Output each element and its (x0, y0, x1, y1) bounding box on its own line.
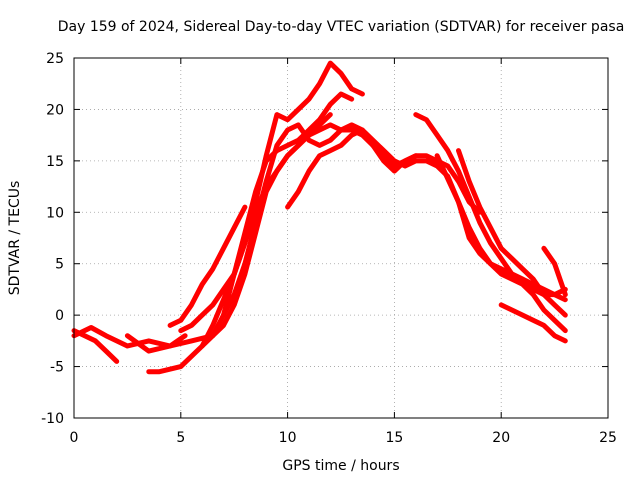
y-tick-label: 10 (46, 205, 64, 221)
series-line-track-11 (456, 148, 568, 318)
x-axis-label: GPS time / hours (282, 458, 399, 474)
chart-title: Day 159 of 2024, Sidereal Day-to-day VTE… (58, 19, 625, 35)
series-line-track-3 (124, 122, 483, 354)
series-line-track-10 (413, 112, 568, 298)
grid-lines (74, 58, 608, 418)
x-tick-label: 15 (385, 430, 403, 446)
axis-ticks (73, 57, 609, 419)
x-tick-label: 0 (70, 430, 79, 446)
plot-frame (73, 57, 609, 419)
series-line-track-14 (541, 245, 568, 298)
series-line-track-8 (221, 122, 419, 318)
x-tick-label: 10 (279, 430, 297, 446)
series-line-track-12 (434, 153, 568, 334)
y-tick-label: -5 (50, 360, 64, 376)
y-tick-label: 5 (55, 257, 64, 273)
x-tick-label: 25 (599, 430, 617, 446)
y-tick-label: -10 (41, 411, 64, 427)
x-tick-label: 20 (492, 430, 510, 446)
y-tick-label: 0 (55, 308, 64, 324)
tick-labels: 0 5 10 15 20 25 -10 -5 0 5 10 15 20 25 (41, 51, 617, 446)
series-line-track-4 (146, 112, 333, 375)
x-tick-label: 5 (176, 430, 185, 446)
series-line-track-6 (167, 204, 248, 328)
y-axis-label: SDTVAR / TECUs (7, 181, 23, 296)
y-tick-label: 25 (46, 51, 64, 67)
series-line-track-7 (178, 60, 365, 334)
y-tick-label: 20 (46, 102, 64, 118)
y-tick-label: 15 (46, 154, 64, 170)
data-series (71, 60, 568, 375)
series-line-track-13 (498, 302, 568, 344)
